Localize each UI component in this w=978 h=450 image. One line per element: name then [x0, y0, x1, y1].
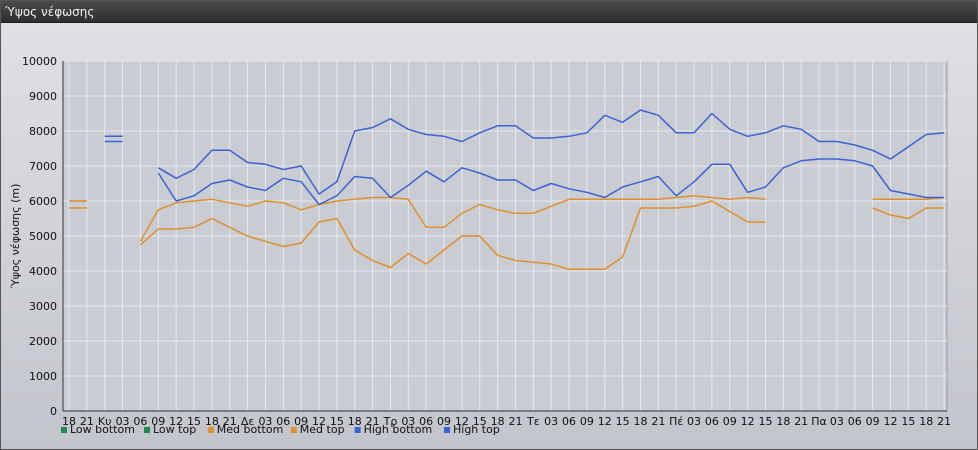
legend-swatch [290, 427, 297, 433]
y-tick-label: 7000 [29, 160, 57, 173]
x-tick-label: 09 [294, 415, 308, 428]
y-tick-label: 8000 [29, 125, 57, 138]
y-axis-label: Ύψος νέφωσης (m) [9, 184, 22, 290]
x-tick-label: 21 [508, 415, 522, 428]
x-tick-label: 18 [776, 415, 790, 428]
x-tick-label: 18 [919, 415, 933, 428]
x-tick-label: 15 [473, 415, 487, 428]
x-tick-label: Τρ [383, 415, 398, 428]
x-tick-label: 15 [330, 415, 344, 428]
legend-swatch [354, 427, 361, 433]
series-line-med-top [139, 195, 766, 242]
y-tick-label: 6000 [29, 195, 57, 208]
x-tick-label: 06 [562, 415, 576, 428]
legend-item: Med top [300, 423, 345, 436]
x-tick-label: 03 [401, 415, 415, 428]
x-tick-label: Πέ [669, 415, 683, 428]
x-tick-label: 03 [258, 415, 272, 428]
y-tick-label: 2000 [29, 335, 57, 348]
x-tick-label: Πα [811, 415, 827, 428]
legend-item: Low top [153, 423, 196, 436]
y-tick-label: 5000 [29, 230, 57, 243]
y-tick-label: 9000 [29, 90, 57, 103]
x-tick-label: 21 [80, 415, 94, 428]
legend-item: Med bottom [217, 423, 284, 436]
y-tick-label: 0 [50, 405, 57, 418]
legend-item: Low bottom [70, 423, 135, 436]
x-tick-label: 18 [491, 415, 505, 428]
y-tick-label: 1000 [29, 370, 57, 383]
x-tick-label: Δε [241, 415, 255, 428]
x-tick-label: 06 [705, 415, 719, 428]
x-tick-label: 09 [437, 415, 451, 428]
x-tick-label: 15 [616, 415, 630, 428]
x-tick-label: 03 [544, 415, 558, 428]
window-title: Ύψος νέφωσης [1, 1, 977, 23]
x-tick-label: 18 [62, 415, 76, 428]
y-tick-label: 4000 [29, 265, 57, 278]
y-tick-label: 3000 [29, 300, 57, 313]
x-tick-label: 18 [348, 415, 362, 428]
cloud-height-chart: 0 1000 2000 3000 4000 5000 6000 7000 8000 9000 100… [9, 55, 951, 436]
x-tick-label: 12 [312, 415, 326, 428]
x-tick-label: 12 [883, 415, 897, 428]
x-tick-label: 12 [598, 415, 612, 428]
y-tick-label: 10000 [22, 55, 57, 68]
x-tick-label: 09 [866, 415, 880, 428]
x-tick-label: 15 [758, 415, 772, 428]
x-tick-label: 18 [633, 415, 647, 428]
x-tick-label: 06 [133, 415, 147, 428]
x-tick-label: 21 [794, 415, 808, 428]
x-tick-label: Τε [526, 415, 540, 428]
legend-swatch [144, 427, 150, 433]
legend-swatch [444, 427, 450, 433]
x-tick-label: 06 [419, 415, 433, 428]
x-tick-label: 03 [687, 415, 701, 428]
x-tick-label: 06 [276, 415, 290, 428]
x-tick-label: 21 [651, 415, 665, 428]
series-line-med-top [872, 196, 945, 201]
x-tick-label: 15 [187, 415, 201, 428]
x-tick-label: 15 [901, 415, 915, 428]
legend-item: High bottom [364, 423, 433, 436]
x-tick-label: 12 [741, 415, 755, 428]
x-tick-label: 12 [169, 415, 183, 428]
x-tick-label: 21 [223, 415, 237, 428]
x-tick-label: 09 [580, 415, 594, 428]
x-tick-label: 18 [205, 415, 219, 428]
x-tick-label: 09 [151, 415, 165, 428]
x-tick-label: 03 [830, 415, 844, 428]
series-line-high-bottom [157, 158, 945, 206]
legend-swatch [207, 427, 214, 433]
x-tick-label: 21 [366, 415, 380, 428]
legend-swatch [61, 427, 67, 433]
legend-item: High top [453, 423, 500, 436]
x-tick-label: 21 [937, 415, 951, 428]
x-tick-label: 09 [723, 415, 737, 428]
x-tick-label: 06 [848, 415, 862, 428]
chart-area: 0 1000 2000 3000 4000 5000 6000 7000 8000 9000 100… [1, 23, 977, 449]
series-line-high-top [157, 109, 945, 195]
x-tick-label: 03 [116, 415, 130, 428]
x-tick-label: Κυ [98, 415, 112, 428]
x-tick-label: 12 [455, 415, 469, 428]
series-line-med-bottom [139, 200, 766, 271]
series-line-med-bottom [872, 207, 945, 220]
